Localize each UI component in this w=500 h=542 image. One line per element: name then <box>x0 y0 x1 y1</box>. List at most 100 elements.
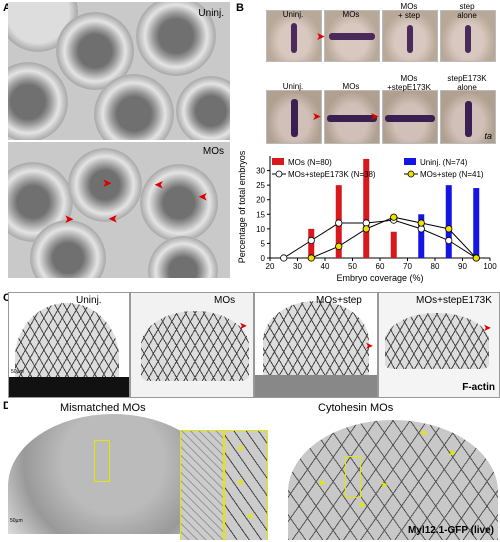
panel-c-tile-3: ➤ <box>254 292 378 398</box>
panel-b-row2-tile-1 <box>266 90 322 144</box>
data-point <box>390 213 398 221</box>
arrow-icon: ➤ <box>198 190 209 204</box>
panel-c-tile-1: 50µm <box>8 292 130 398</box>
panel-b-row1-tile-1 <box>266 10 322 62</box>
legend-entry: MOs+step (N=41) <box>420 170 484 179</box>
arrow-icon: ➤ <box>154 178 165 192</box>
legend-marker <box>407 170 415 178</box>
legend-swatch <box>272 158 284 165</box>
panel-a-bottom-image: MOs ➤ ➤ ➤ ➤ ➤ <box>8 142 230 278</box>
arrow-icon: ➤ <box>318 478 327 489</box>
panel-b-row1-cap-1: Uninj. <box>282 10 304 19</box>
data-point <box>335 242 343 250</box>
panel-b-row2-cap-3: MOs +stepE173K <box>387 74 431 92</box>
bar <box>390 231 397 258</box>
y-tick-label: 0 <box>261 254 266 263</box>
x-axis-label: Embryo coverage (%) <box>336 273 423 283</box>
panel-c-tile-4: ➤ F-actin <box>378 292 500 398</box>
panel-b-row2-tile-3 <box>382 90 438 144</box>
x-tick-label: 70 <box>403 262 412 271</box>
y-tick-label: 30 <box>256 167 265 176</box>
x-tick-label: 60 <box>376 262 385 271</box>
data-point <box>445 236 453 245</box>
panel-b-row2-tile-4: ta <box>440 90 496 144</box>
x-tick-label: 80 <box>431 262 440 271</box>
arrow-icon: ➤ <box>108 212 119 226</box>
panel-c-tile-2: ➤ <box>130 292 254 398</box>
data-point <box>362 225 370 233</box>
arrow-icon: ➤ <box>358 500 367 511</box>
arrow-icon: ➤ <box>236 442 245 453</box>
arrow-icon: ➤ <box>236 476 245 487</box>
panel-b-ta-label: ta <box>484 131 492 141</box>
x-tick-label: 50 <box>348 262 357 271</box>
x-tick-label: 40 <box>321 262 330 271</box>
panel-c-strip: 50µm ➤ ➤ ➤ F-actin Uninj. MOs MOs+step M… <box>8 292 500 398</box>
arrow-icon: ➤ <box>64 212 75 226</box>
arrow-icon: ➤ <box>246 510 255 521</box>
panel-d-image: ➤ ➤ ➤ ➤ ➤ ➤ ➤ ➤ Mismatched MOs Cytohesin… <box>8 400 498 540</box>
bar <box>445 185 452 258</box>
panel-c-cap-1: Uninj. <box>76 295 102 306</box>
data-point <box>335 219 343 227</box>
panel-c-cap-3: MOs+step <box>316 295 362 306</box>
y-tick-label: 5 <box>261 239 266 248</box>
panel-c-scale-label: 50µm <box>11 369 24 375</box>
arrow-icon: ➤ <box>448 448 457 459</box>
panel-b-row1-tile-4 <box>440 10 496 62</box>
bar <box>363 158 370 258</box>
legend-entry: MOs+stepE173K (N=38) <box>288 170 376 179</box>
panel-d-right-title: Cytohesin MOs <box>318 402 394 414</box>
data-point <box>307 236 315 245</box>
panel-b-row2-tile-2 <box>324 90 380 144</box>
series-line <box>283 219 477 259</box>
bar <box>418 214 425 258</box>
y-axis-label: Percentage of total embryos <box>237 150 247 263</box>
panel-d-left-title: Mismatched MOs <box>60 402 146 414</box>
panel-b-row1-cap-4: step alone <box>457 2 477 20</box>
arrow-icon: ➤ <box>370 111 380 123</box>
panel-b-label: B <box>236 2 244 14</box>
panel-d-reporter-label: Myl12.1-GFP (live) <box>408 525 494 536</box>
legend-entry: MOs (N=80) <box>288 158 332 167</box>
y-tick-label: 10 <box>256 225 265 234</box>
panel-a-mos-label: MOs <box>202 146 224 157</box>
panel-b-row1-tile-3 <box>382 10 438 62</box>
x-tick-label: 90 <box>458 262 467 271</box>
legend-entry: Uninj. (N=74) <box>420 158 468 167</box>
x-tick-label: 30 <box>293 262 302 271</box>
legend-marker <box>275 170 283 178</box>
panel-d-scale-label: 50µm <box>10 518 23 524</box>
bar <box>473 188 480 258</box>
panel-a-label: A <box>3 2 11 14</box>
panel-c-stain-label: F-actin <box>462 382 495 393</box>
data-point <box>472 254 480 262</box>
arrow-icon: ➤ <box>316 31 326 43</box>
panel-c-label: C <box>3 292 11 304</box>
y-tick-label: 25 <box>256 181 265 190</box>
panel-c-cap-2: MOs <box>214 295 236 306</box>
panel-a-uninj-label: Uninj. <box>198 8 224 19</box>
panel-b-row2-cap-4: stepE173K alone <box>447 74 487 92</box>
data-point <box>307 254 315 262</box>
panel-b-row1-cap-3: MOs + step <box>397 2 420 20</box>
coverage-chart: 20 30 40 50 60 70 80 90 100 0 5 10 15 20 25 30 Embryo co… <box>237 150 497 283</box>
panel-b-row1-tile-2 <box>324 10 380 62</box>
panel-b-row2-cap-1: Uninj. <box>282 82 304 91</box>
panel-d-label: D <box>3 400 11 412</box>
data-point <box>280 254 288 262</box>
y-tick-label: 20 <box>256 196 265 205</box>
arrow-icon: ➤ <box>239 321 248 332</box>
legend-swatch <box>404 158 416 165</box>
x-tick-label: 100 <box>483 262 497 271</box>
arrow-icon: ➤ <box>102 176 113 190</box>
arrow-icon: ➤ <box>483 323 492 334</box>
panel-c-cap-4: MOs+stepE173K <box>416 295 492 306</box>
data-point <box>445 225 453 233</box>
panel-a-top-image: Uninj. <box>8 2 230 140</box>
data-point <box>417 219 425 227</box>
panel-b-row2-cap-2: MOs <box>342 82 360 91</box>
arrow-icon: ➤ <box>312 111 322 123</box>
panel-b-row1-cap-2: MOs <box>342 10 360 19</box>
x-tick-label: 20 <box>266 262 275 271</box>
